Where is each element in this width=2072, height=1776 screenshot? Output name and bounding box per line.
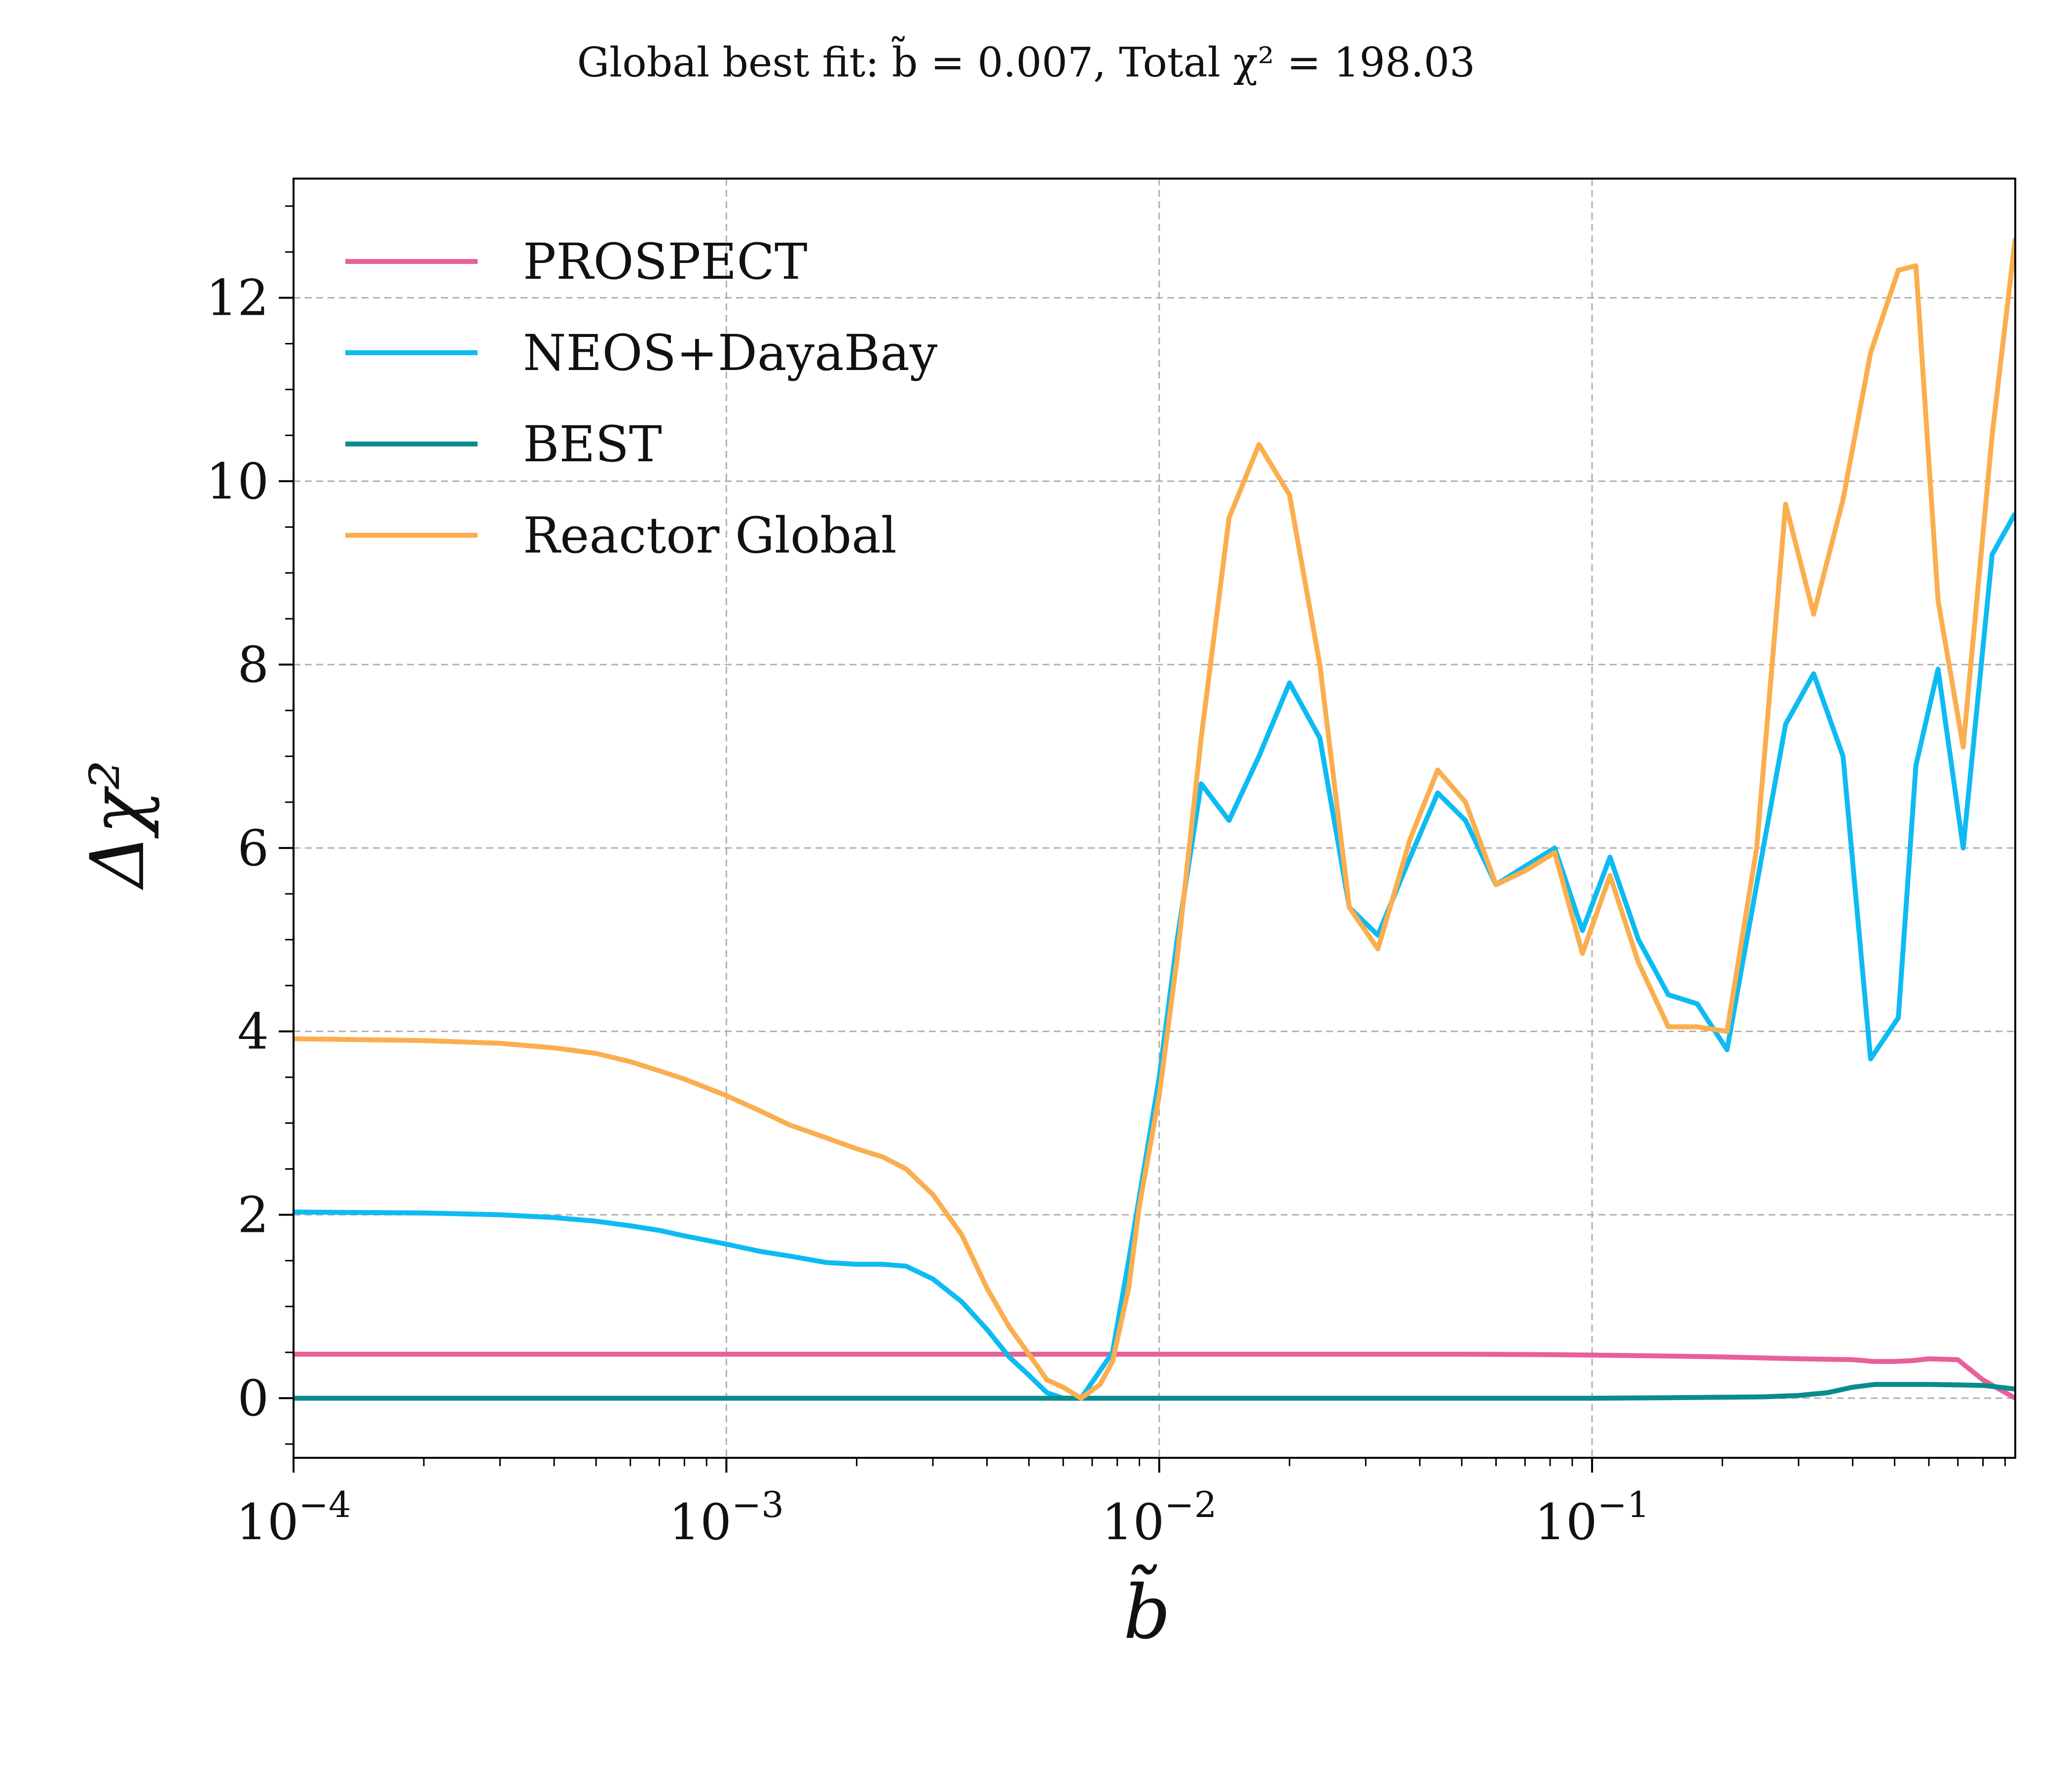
y-tick-label: 8 — [237, 636, 269, 694]
legend-label-best: BEST — [523, 415, 662, 473]
x-tick-exponent: −4 — [299, 1484, 351, 1525]
x-axis-label: b̃ — [1123, 1564, 1171, 1656]
chart-title: Global best fit: b̃ = 0.007, Total χ² = … — [577, 36, 1476, 86]
x-tick-exponent: −2 — [1164, 1484, 1217, 1525]
x-tick-label: 10−4 — [236, 1484, 351, 1551]
plot-frame — [293, 178, 2016, 1459]
legend: PROSPECT NEOS+DayaBay BEST Reactor Global — [345, 233, 938, 564]
x-tick-label: 10−3 — [669, 1484, 784, 1551]
x-tick-exponent: −1 — [1597, 1484, 1650, 1525]
series-line-prospect — [294, 1352, 2015, 1401]
legend-label-prospect: PROSPECT — [523, 233, 808, 291]
y-axis-label: Δχ² — [75, 760, 161, 890]
x-tick-base: 10 — [1534, 1493, 1597, 1551]
legend-label-neos-dayabay: NEOS+DayaBay — [523, 324, 938, 382]
x-tick-exponent: −3 — [732, 1484, 784, 1525]
legend-label-reactor-global: Reactor Global — [523, 507, 897, 564]
y-tick-label: 6 — [237, 819, 269, 877]
x-tick-label: 10−2 — [1102, 1484, 1217, 1551]
y-tick-label: 4 — [237, 1003, 269, 1061]
y-tick-label: 0 — [237, 1369, 269, 1427]
plot-area — [294, 238, 2015, 1401]
x-tick-base: 10 — [1102, 1493, 1164, 1551]
series-line-reactor-global — [294, 238, 2015, 1401]
y-tick-label: 12 — [206, 269, 269, 327]
series-line-best — [294, 1382, 2015, 1401]
x-tick-base: 10 — [236, 1493, 298, 1551]
y-tick-label: 10 — [206, 452, 269, 510]
y-tick-label: 2 — [237, 1186, 269, 1244]
x-tick-base: 10 — [669, 1493, 732, 1551]
series-line-neos-dayabay — [294, 512, 2015, 1401]
x-tick-label: 10−1 — [1534, 1484, 1649, 1551]
